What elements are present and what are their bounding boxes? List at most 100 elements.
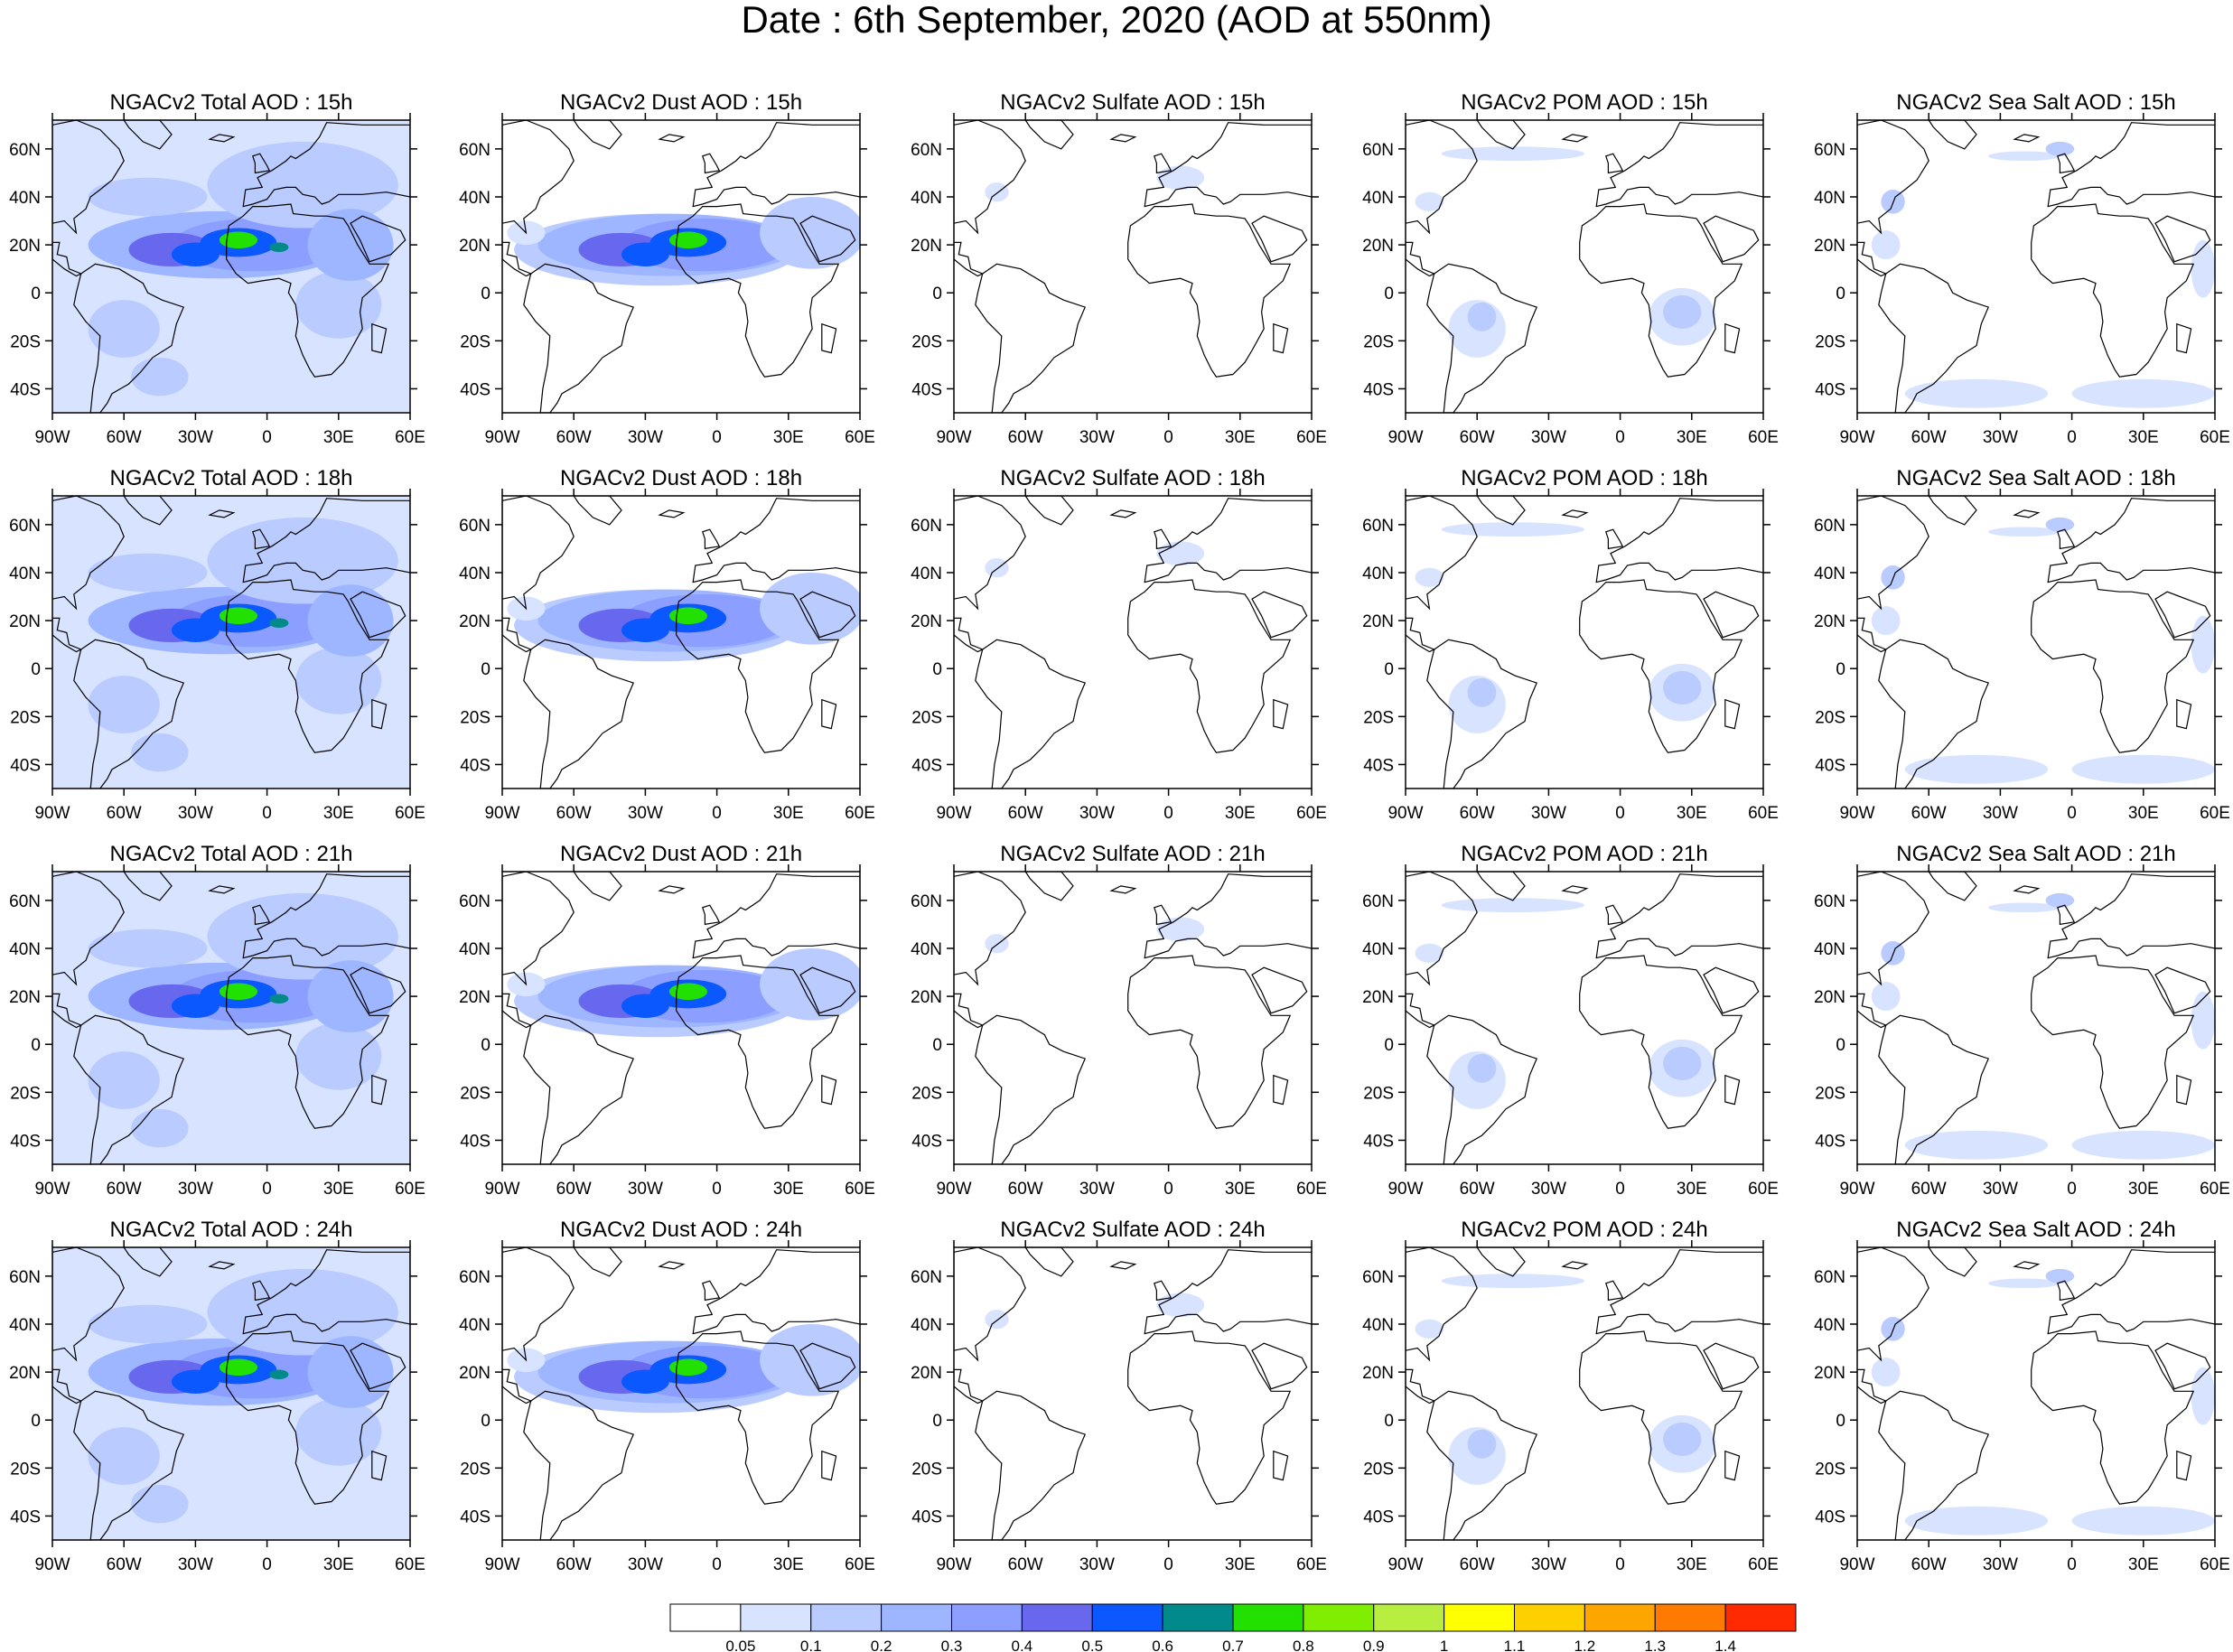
y-tick-label: 0	[1384, 1412, 1394, 1431]
coastline-britain	[1605, 153, 1624, 174]
coastline-africa	[1127, 955, 1292, 1129]
x-tick-label: 0	[1163, 804, 1173, 823]
coastline-arabia	[2154, 215, 2211, 263]
y-tick-label: 40S	[10, 756, 41, 775]
y-tick-label: 40N	[1814, 1316, 1845, 1335]
coastlines	[954, 872, 1312, 1164]
x-tick-label: 90W	[1387, 428, 1423, 447]
x-tick-label: 0	[2067, 428, 2077, 447]
coastline-arabia	[2154, 1342, 2211, 1390]
y-tick-label: 20S	[1363, 332, 1394, 351]
coastline-southAmerica	[73, 1014, 185, 1164]
x-tick-label: 60W	[1911, 1555, 1947, 1574]
x-tick-label: 30W	[1079, 1555, 1115, 1574]
coastline-northAmerica	[1406, 1247, 1478, 1362]
y-tick-label: 40N	[911, 1316, 942, 1335]
y-tick-label: 60N	[9, 1268, 41, 1287]
x-tick-label: 30E	[1677, 428, 1707, 447]
y-tick-label: 0	[932, 1036, 942, 1055]
coastline-greenland	[123, 496, 173, 526]
panel-title: NGACv2 Sea Salt AOD : 21h	[1896, 842, 2175, 866]
coastlines	[1406, 496, 1763, 789]
y-tick-label: 20N	[9, 988, 41, 1007]
y-tick-label: 40S	[1363, 1507, 1394, 1526]
x-tick-label: 60W	[1460, 804, 1495, 823]
coastline-madagascar	[2176, 1450, 2192, 1481]
coastline-europe	[2047, 873, 2215, 959]
map-panel: NGACv2 POM AOD : 15h 90W 60W 30W 0 30E 60E 60N 4…	[1362, 90, 1779, 447]
x-tick-label: 60E	[2200, 804, 2230, 823]
aod-contour	[88, 1051, 160, 1109]
x-tick-label: 30E	[773, 1180, 804, 1199]
coastline-arabia	[350, 1342, 406, 1390]
y-tick-label: 60N	[9, 517, 41, 536]
coastline-iceland	[1561, 509, 1589, 518]
x-tick-label: 30E	[1677, 804, 1707, 823]
x-tick-label: 0	[2067, 1555, 2077, 1574]
coastline-greenland	[1476, 120, 1526, 150]
panel-title: NGACv2 Sulfate AOD : 18h	[1000, 466, 1265, 490]
coastline-centralAm	[1406, 241, 1436, 277]
aod-contour	[131, 1484, 189, 1524]
x-tick-label: 90W	[34, 428, 70, 447]
x-tick-label: 60W	[556, 1180, 592, 1199]
x-tick-label: 90W	[34, 1555, 70, 1574]
x-tick-label: 60W	[1008, 1180, 1043, 1199]
x-tick-label: 90W	[1387, 804, 1423, 823]
x-tick-label: 60W	[1911, 1180, 1947, 1199]
aod-contour	[2045, 1268, 2075, 1283]
y-tick-label: 60N	[1814, 517, 1845, 536]
coastline-northAmerica	[1406, 496, 1478, 611]
coastline-africa	[1127, 203, 1292, 378]
x-tick-label: 60E	[2200, 1555, 2230, 1574]
map-frame	[1856, 495, 2216, 789]
map-frame	[1856, 871, 2216, 1165]
aod-contour	[131, 357, 189, 397]
map-frame	[501, 1246, 861, 1541]
aod-contour	[307, 584, 394, 657]
y-tick-label: 40N	[911, 189, 942, 208]
coastline-iceland	[208, 509, 236, 518]
y-tick-label: 40S	[911, 380, 942, 399]
map-frame	[1856, 119, 2216, 414]
coastline-arabia	[1251, 215, 1308, 263]
coastline-britain	[702, 904, 721, 926]
y-tick-label: 40N	[459, 1316, 491, 1335]
coastline-europe	[1595, 122, 1763, 208]
y-tick-label: 20N	[1362, 988, 1394, 1007]
coastline-centralAm	[1857, 617, 1888, 653]
y-tick-label: 0	[932, 1412, 942, 1431]
y-tick-label: 20S	[460, 1084, 491, 1103]
aod-contour	[1467, 1053, 1497, 1083]
coastline-northAmerica	[502, 1247, 575, 1362]
x-tick-label: 30E	[1677, 1180, 1707, 1199]
y-tick-label: 40N	[459, 565, 491, 583]
map-frame	[1856, 1246, 2216, 1541]
coastline-greenland	[123, 120, 173, 150]
coastline-southAmerica	[1878, 1014, 1990, 1164]
y-tick-label: 60N	[911, 892, 942, 911]
coastline-europe	[2047, 122, 2215, 208]
coastline-southAmerica	[73, 263, 185, 413]
y-tick-label: 40N	[9, 565, 41, 583]
aod-contour	[760, 196, 860, 269]
x-tick-label: 0	[712, 1180, 722, 1199]
coastline-europe	[242, 498, 410, 583]
x-tick-label: 0	[712, 1555, 722, 1574]
aod-contour	[307, 960, 394, 1032]
coastline-southAmerica	[1426, 1014, 1538, 1164]
coastline-northAmerica	[954, 1247, 1026, 1362]
coastlines	[502, 1247, 860, 1540]
coastline-centralAm	[52, 1368, 83, 1405]
y-tick-label: 60N	[1814, 1268, 1845, 1287]
coastline-madagascar	[1724, 322, 1741, 354]
coastlines	[502, 496, 860, 789]
coastline-southAmerica	[523, 1014, 635, 1164]
coastline-iceland	[1561, 134, 1589, 143]
x-tick-label: 30W	[1983, 1555, 2018, 1574]
coastline-madagascar	[821, 698, 837, 730]
y-tick-label: 40S	[460, 756, 491, 775]
y-tick-label: 20S	[10, 708, 41, 727]
x-tick-label: 90W	[936, 1555, 971, 1574]
